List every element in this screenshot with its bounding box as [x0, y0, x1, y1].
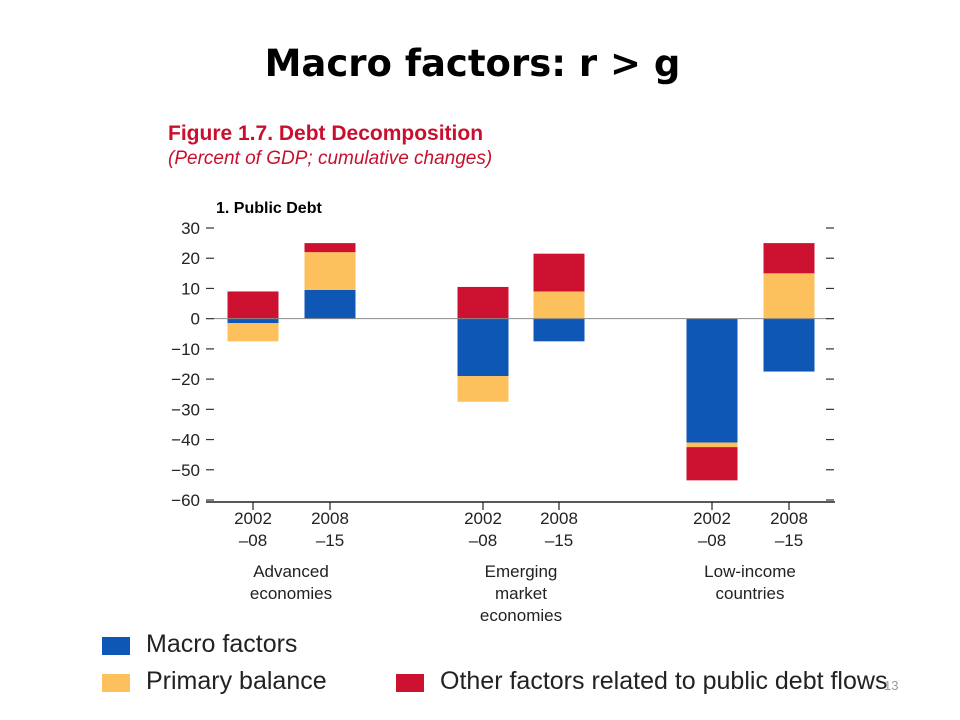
- bar-primary: [763, 273, 815, 319]
- x-tick-label-year-end: –08: [239, 531, 267, 550]
- legend-swatch-other: [396, 674, 424, 692]
- bar-other: [763, 243, 815, 274]
- bar-primary: [686, 442, 738, 448]
- x-tick-label-year: 2002: [693, 509, 731, 528]
- bar-other: [227, 291, 279, 319]
- debt-decomposition-chart: 30 20 10 0 −10 −20 −30 −40 −50 −60 2002 –08 2008 –15 2…: [171, 219, 835, 625]
- bar-macro: [763, 318, 815, 372]
- y-tick-label: −30: [171, 400, 200, 419]
- panel-title: 1. Public Debt: [216, 200, 322, 217]
- slide-title: Macro factors: r > g: [264, 42, 681, 85]
- x-tick-label-year: 2002: [234, 509, 272, 528]
- bar-primary: [533, 291, 585, 319]
- x-tick-label-year: 2002: [464, 509, 502, 528]
- bar-primary: [457, 376, 509, 402]
- legend-label-macro: Macro factors: [146, 630, 298, 658]
- legend-label-other: Other factors related to public debt flo…: [440, 667, 888, 695]
- bar-macro: [533, 318, 585, 342]
- y-tick-label: 20: [181, 249, 200, 268]
- group-label: Emerging: [485, 562, 558, 581]
- figure-title: Figure 1.7. Debt Decomposition: [168, 122, 484, 145]
- x-tick-label-year-end: –15: [775, 531, 803, 550]
- y-tick-label: −20: [171, 370, 200, 389]
- x-tick-label-year-end: –08: [469, 531, 497, 550]
- x-tick-label-year-end: –15: [316, 531, 344, 550]
- bar-macro: [304, 289, 356, 319]
- x-tick-label-year: 2008: [770, 509, 808, 528]
- page-number: 13: [884, 678, 899, 693]
- bar-other: [686, 447, 738, 481]
- bar-primary: [304, 252, 356, 290]
- figure-subtitle: (Percent of GDP; cumulative changes): [168, 148, 493, 169]
- y-tick-label: 30: [181, 219, 200, 238]
- x-tick-label-year: 2008: [311, 509, 349, 528]
- y-tick-label: 0: [191, 310, 200, 329]
- bar-macro: [227, 318, 279, 324]
- bar-macro: [457, 318, 509, 377]
- bar-macro: [686, 318, 738, 443]
- y-tick-label: −10: [171, 340, 200, 359]
- y-tick-label: −60: [171, 491, 200, 510]
- bar-other: [304, 243, 356, 253]
- legend-swatch-macro: [102, 637, 130, 655]
- bar-other: [533, 253, 585, 292]
- x-tick-label-year: 2008: [540, 509, 578, 528]
- group-label: Advanced: [253, 562, 329, 581]
- y-tick-label: −50: [171, 461, 200, 480]
- group-label: market: [495, 584, 547, 603]
- x-tick-label-year-end: –08: [698, 531, 726, 550]
- bar-primary: [227, 323, 279, 342]
- x-tick-label-year-end: –15: [545, 531, 573, 550]
- group-label: economies: [250, 584, 332, 603]
- y-tick-label: 10: [181, 279, 200, 298]
- bar-other: [457, 286, 509, 319]
- y-tick-label: −40: [171, 431, 200, 450]
- legend-swatch-primary: [102, 674, 130, 692]
- legend-label-primary: Primary balance: [146, 667, 327, 695]
- group-label: countries: [716, 584, 785, 603]
- group-label: Low-income: [704, 562, 796, 581]
- group-label: economies: [480, 606, 562, 625]
